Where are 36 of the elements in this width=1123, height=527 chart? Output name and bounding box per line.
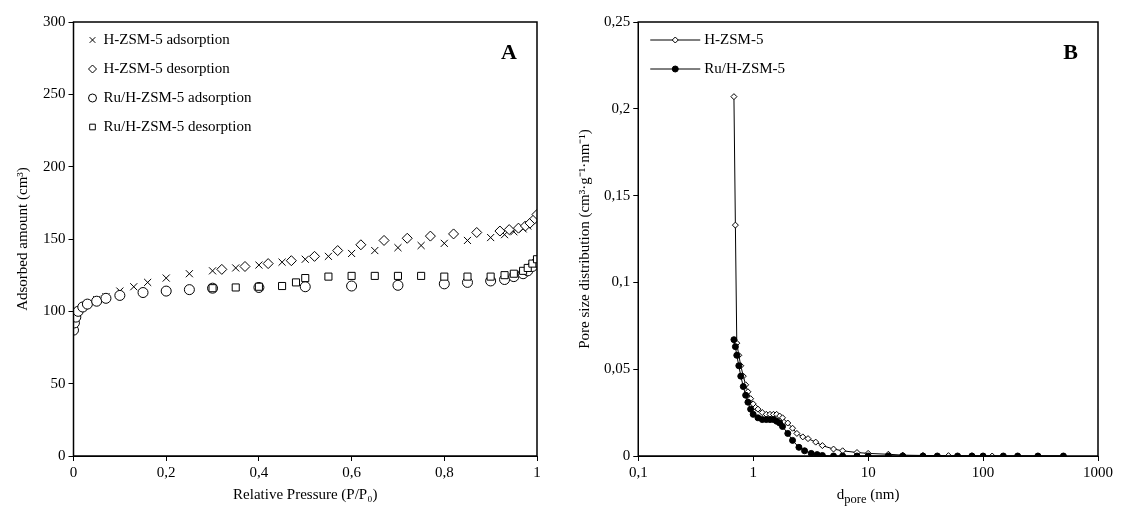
x-axis-title: Relative Pressure (P/P₀) <box>233 486 378 503</box>
x-tick-label: 0,6 <box>342 463 362 480</box>
x-tick-label: 10 <box>860 463 876 480</box>
x-tick-label: 0,8 <box>434 463 454 480</box>
legend-label: Ru/H-ZSM-5 <box>704 59 786 76</box>
x-tick-label: 0,1 <box>628 463 648 480</box>
y-tick-label: 0,1 <box>611 273 631 290</box>
y-tick-label: 0,05 <box>604 360 631 377</box>
x-tick-label: 0,4 <box>249 463 269 480</box>
y-tick-label: 300 <box>43 12 66 29</box>
annotation: A <box>501 38 518 64</box>
legend-label: H-ZSM-5 adsorption <box>103 30 231 47</box>
x-tick-label: 100 <box>971 463 995 480</box>
legend-label: Ru/H-ZSM-5 desorption <box>103 117 252 134</box>
x-tick-label: 1000 <box>1083 463 1113 480</box>
annotation: B <box>1063 38 1079 64</box>
y-tick-label: 0 <box>622 446 631 463</box>
y-axis-title: Pore size distribution (cm³·g⁻¹·nm⁻¹) <box>575 129 593 349</box>
legend-label: Ru/H-ZSM-5 adsorption <box>103 88 252 105</box>
y-tick-label: 250 <box>43 85 66 102</box>
y-tick-label: 150 <box>43 229 66 246</box>
y-tick-label: 0,2 <box>611 99 631 116</box>
legend-label: H-ZSM-5 <box>704 30 764 47</box>
y-tick-label: 0 <box>58 446 66 463</box>
x-tick-label: 0 <box>69 463 78 480</box>
y-tick-label: 50 <box>50 374 66 391</box>
x-axis-title: d$_{pore}$ (nm) <box>836 486 900 507</box>
x-tick-label: 1 <box>749 463 757 480</box>
y-axis-title: Adsorbed amount (cm³) <box>13 167 31 311</box>
legend-label: H-ZSM-5 desorption <box>103 59 231 76</box>
y-tick-label: 100 <box>43 302 66 319</box>
y-tick-label: 200 <box>43 157 66 174</box>
x-tick-label: 0,2 <box>156 463 176 480</box>
y-tick-label: 0,25 <box>604 12 631 29</box>
x-tick-label: 1 <box>533 463 541 480</box>
y-tick-label: 0,15 <box>604 186 631 203</box>
